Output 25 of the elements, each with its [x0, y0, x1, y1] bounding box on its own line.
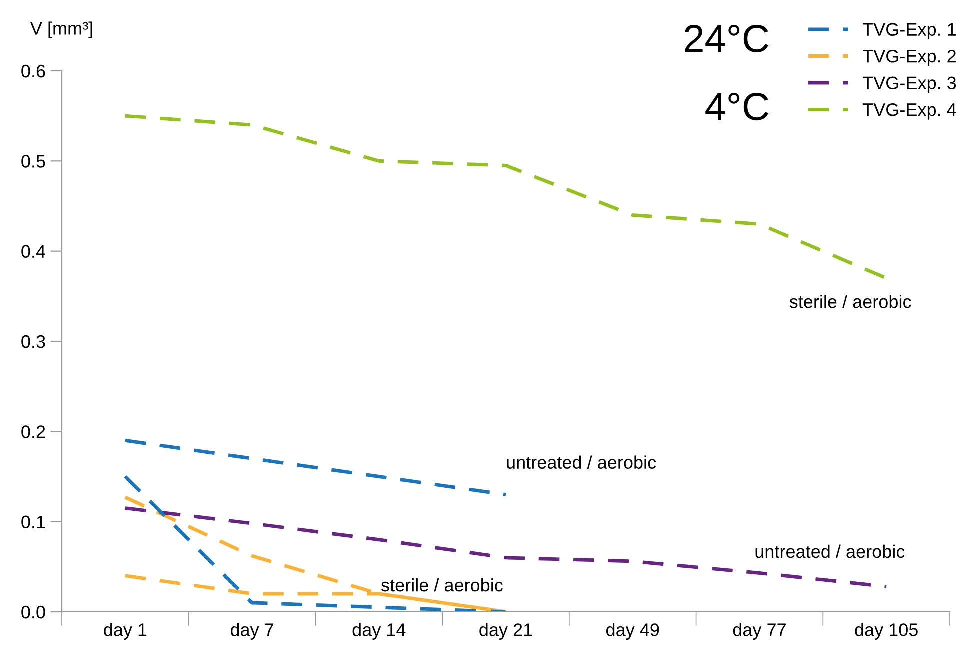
- x-tick-label: day 49: [606, 623, 660, 640]
- annotation: sterile / aerobic: [382, 578, 503, 592]
- annotation: untreated / aerobic: [756, 544, 905, 558]
- y-axis-title: V [mm³]: [30, 22, 92, 39]
- x-tick-label: day 7: [230, 623, 274, 640]
- legend-label: TVG-Exp. 1: [862, 23, 956, 40]
- annotation: 4°C: [706, 93, 769, 121]
- x-tick-label: day 14: [352, 623, 406, 640]
- annotation: sterile / aerobic: [790, 295, 912, 308]
- legend-label: TVG-Exp. 2: [862, 50, 956, 66]
- y-tick-label: 0.0: [22, 606, 46, 619]
- x-tick-label: day 77: [733, 623, 786, 640]
- legend-label: TVG-Exp. 4: [862, 103, 956, 120]
- y-tick-label: 0.2: [22, 426, 46, 438]
- y-tick-label: 0.4: [22, 245, 46, 258]
- y-tick-label: 0.5: [22, 155, 46, 168]
- y-tick-label: 0.6: [22, 64, 46, 78]
- text: 24°C: [685, 25, 769, 53]
- annotation: untreated / aerobic: [507, 456, 656, 469]
- legend-label: TVG-Exp. 3: [862, 76, 956, 94]
- x-tick-label: day 1: [104, 623, 147, 640]
- x-tick-label: day 105: [855, 623, 918, 640]
- y-tick-label: 0.3: [22, 335, 46, 348]
- y-tick-label: 0.1: [22, 516, 46, 529]
- x-tick-label: day 21: [480, 623, 532, 640]
